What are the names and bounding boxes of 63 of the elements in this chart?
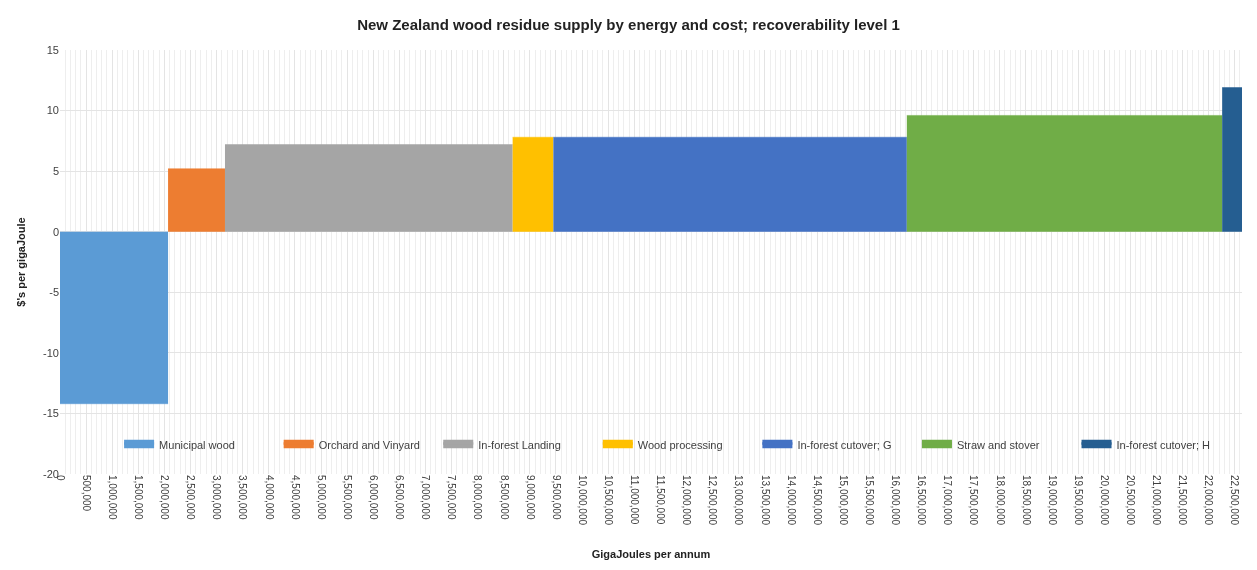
y-tick-label: -5 — [49, 286, 59, 299]
legend-label: Wood processing — [637, 438, 723, 451]
x-tick-label: 10,500,000 — [602, 475, 614, 526]
x-axis-title: GigaJoules per annum — [591, 547, 711, 560]
x-tick-label: 9,000,000 — [524, 475, 536, 520]
x-tick-label: 15,500,000 — [863, 475, 875, 526]
x-tick-label: 20,500,000 — [1125, 475, 1137, 526]
y-tick-label: -10 — [43, 346, 59, 359]
x-tick-label: 4,500,000 — [289, 475, 301, 520]
x-tick-label: 2,500,000 — [185, 475, 197, 520]
y-axis-title: $'s per gigaJoule — [14, 217, 27, 307]
x-tick-label: 14,000,000 — [785, 475, 797, 526]
x-tick-label: 21,500,000 — [1177, 475, 1189, 526]
x-tick-label: 22,000,000 — [1203, 475, 1215, 526]
legend-label: In-forest Landing — [478, 438, 561, 451]
x-tick-label: 13,000,000 — [733, 475, 745, 526]
x-tick-label: 18,000,000 — [994, 475, 1006, 526]
y-tick-label: -15 — [43, 407, 59, 420]
x-tick-label: 21,000,000 — [1151, 475, 1163, 526]
x-tick-label: 17,500,000 — [968, 475, 980, 526]
x-tick-label: 22,500,000 — [1229, 475, 1241, 526]
x-tick-label: 11,500,000 — [655, 475, 667, 525]
legend-label: Municipal wood — [159, 438, 235, 451]
y-tick-label: 0 — [52, 225, 59, 238]
x-tick-label: 15,000,000 — [837, 475, 849, 526]
x-tick-label: 7,000,000 — [420, 475, 432, 520]
x-tick-label: 19,000,000 — [1046, 475, 1058, 526]
x-tick-label: 12,000,000 — [681, 475, 693, 526]
y-tick-label: 5 — [52, 164, 59, 177]
x-tick-label: 5,000,000 — [315, 475, 327, 520]
x-tick-label: 14,500,000 — [811, 475, 823, 526]
x-tick-label: 16,500,000 — [916, 475, 928, 526]
x-tick-label: 6,000,000 — [368, 475, 379, 520]
x-tick-label: 8,000,000 — [472, 475, 484, 520]
y-tick-label: 15 — [46, 43, 59, 56]
x-tick-label: 17,000,000 — [942, 475, 954, 526]
x-tick-label: 12,500,000 — [707, 475, 719, 526]
x-tick-label: 19,500,000 — [1072, 475, 1084, 526]
legend-label: In-forest cutover; H — [1116, 438, 1211, 451]
x-tick-label: 500,000 — [80, 475, 92, 512]
legend-label: Straw and stover — [956, 438, 1040, 451]
y-tick-label: 10 — [46, 104, 59, 117]
x-tick-label: 1,500,000 — [133, 475, 145, 520]
x-tick-label: 11,000,000 — [629, 475, 641, 525]
x-tick-label: 3,500,000 — [237, 475, 249, 520]
legend-label: Orchard and Vinyard — [318, 438, 420, 451]
x-tick-label: 5,500,000 — [341, 475, 353, 520]
x-tick-label: 2,000,000 — [159, 475, 171, 520]
x-tick-label: 3,000,000 — [211, 475, 223, 520]
x-tick-label: 20,000,000 — [1098, 475, 1110, 526]
x-tick-label: 9,500,000 — [550, 475, 562, 520]
x-tick-label: 8,500,000 — [498, 475, 510, 520]
x-tick-label: 1,000,000 — [106, 475, 118, 520]
x-tick-label: 6,500,000 — [394, 475, 406, 520]
chart-title: New Zealand wood residue supply by energy and cost; recoverability level 1 — [357, 16, 900, 34]
x-tick-label: 4,000,000 — [263, 475, 275, 520]
y-tick-label: -20 — [43, 467, 59, 480]
x-tick-label: 13,500,000 — [759, 475, 771, 526]
x-tick-label: 18,500,000 — [1020, 475, 1032, 526]
legend-label: In-forest cutover; G — [797, 438, 892, 451]
x-tick-label: 10,000,000 — [576, 475, 588, 526]
x-tick-label: 7,500,000 — [446, 475, 458, 520]
x-tick-label: 16,000,000 — [890, 475, 902, 526]
